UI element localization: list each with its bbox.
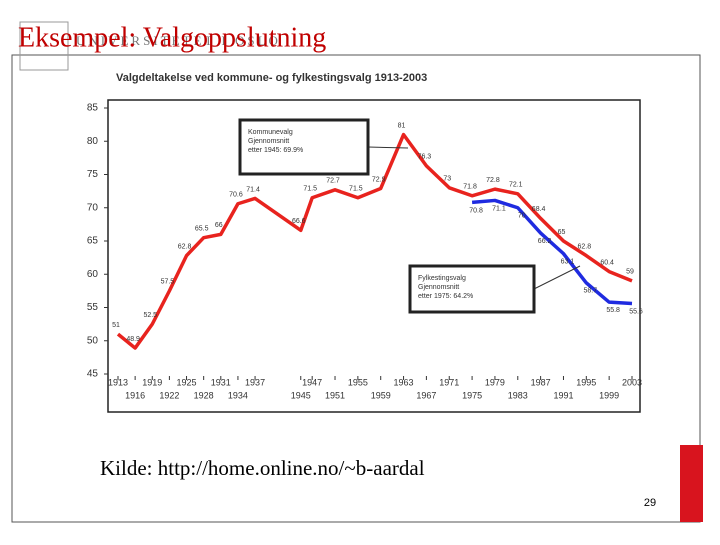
source: Kilde: http://home.online.no/~b-aardal xyxy=(100,456,425,480)
y-tick-label: 50 xyxy=(87,335,99,346)
annotation-leader xyxy=(533,265,581,290)
chart: 45 50 55 60 65 70 75 80 85 1913 1916 1919 1922 1925 19… xyxy=(87,103,643,401)
x-tick-label: 1999 xyxy=(599,390,619,400)
data-label: 62.8 xyxy=(178,243,192,250)
x-tick-label: 1945 xyxy=(291,390,311,400)
x-tick-label: 1963 xyxy=(394,377,414,387)
annotation-leader xyxy=(367,146,409,149)
x-tick-label: 1967 xyxy=(416,390,436,400)
x-tick-label: 1951 xyxy=(325,390,345,400)
data-label: 72.9 xyxy=(372,176,386,183)
data-label: 65 xyxy=(558,229,566,236)
data-label: 48.9 xyxy=(126,336,140,343)
x-tick-label: 1991 xyxy=(553,390,573,400)
x-tick-label: 1928 xyxy=(194,390,214,400)
data-label: 68.4 xyxy=(532,206,546,213)
x-tick-label: 1947 xyxy=(302,377,322,387)
x-tick-label: 1913 xyxy=(108,377,128,387)
y-tick-label: 85 xyxy=(87,103,99,114)
series-line xyxy=(471,198,633,306)
data-label: 63.1 xyxy=(561,258,575,265)
y-tick-label: 75 xyxy=(87,169,99,180)
data-label: 72.7 xyxy=(326,178,340,185)
data-label: 71.4 xyxy=(246,186,260,193)
x-tick-label: 1975 xyxy=(462,390,482,400)
y-tick-label: 55 xyxy=(87,302,99,313)
x-tick-label: 1971 xyxy=(439,377,459,387)
x-tick-label: 1987 xyxy=(531,377,551,387)
data-label: 81 xyxy=(398,122,406,129)
data-label: 57.5 xyxy=(161,279,175,286)
data-label: 71.1 xyxy=(492,205,506,212)
x-tick-label: 1959 xyxy=(371,390,391,400)
annotation-text: etter 1975: 64.2% xyxy=(418,293,473,300)
accent-bar xyxy=(680,445,703,522)
x-tick-label: 1931 xyxy=(211,377,231,387)
annotation-text: etter 1945: 69.9% xyxy=(248,147,303,154)
y-tick-label: 80 xyxy=(87,136,99,147)
data-label: 70 xyxy=(518,213,526,220)
data-label: 51 xyxy=(112,322,120,329)
x-tick-label: 2003 xyxy=(622,377,642,387)
x-tick-label: 1925 xyxy=(177,377,197,387)
x-tick-label: 1955 xyxy=(348,377,368,387)
annotation-box xyxy=(238,118,370,176)
plot-frame xyxy=(107,99,641,413)
logo-text: UNIVERSITETET I OSLO xyxy=(76,33,281,48)
x-tick-label: 1934 xyxy=(228,390,248,400)
data-label: 71.5 xyxy=(303,186,317,193)
data-label: 62.8 xyxy=(577,243,591,250)
data-label: 66.6 xyxy=(292,218,306,225)
y-tick-label: 60 xyxy=(87,269,99,280)
data-label: 72.1 xyxy=(509,182,523,189)
data-label: 66 xyxy=(215,222,223,229)
y-tick-label: 45 xyxy=(87,369,99,380)
data-label: 66.2 xyxy=(538,238,552,245)
annotation-text: Gjennomsnitt xyxy=(418,284,459,291)
annotation-text: Kommunevalg xyxy=(248,129,293,136)
annotation-box xyxy=(408,264,536,314)
data-label: 71.5 xyxy=(349,186,363,193)
data-label: 55.8 xyxy=(606,307,620,314)
y-tick-label: 70 xyxy=(87,202,99,213)
chart-title: Valgdeltakelse ved kommune- og fylkestin… xyxy=(116,72,427,84)
page-number: 29 xyxy=(644,497,656,509)
x-tick-label: 1995 xyxy=(576,377,596,387)
data-label: 70.6 xyxy=(229,192,243,199)
x-tick-label: 1983 xyxy=(508,390,528,400)
x-tick-label: 1979 xyxy=(485,377,505,387)
data-label: 55.6 xyxy=(629,308,643,315)
data-label: 65.5 xyxy=(195,226,209,233)
logo-seal xyxy=(19,21,69,71)
series-line xyxy=(116,132,633,350)
y-tick-label: 65 xyxy=(87,236,99,247)
data-label: 73 xyxy=(443,176,451,183)
data-label: 70.8 xyxy=(469,207,483,214)
data-label: 60.4 xyxy=(600,259,614,266)
data-label: 76.3 xyxy=(418,154,432,161)
data-label: 71.8 xyxy=(463,184,477,191)
slide-title: Eksempel: Valgoppslutning xyxy=(18,22,326,53)
x-tick-label: 1916 xyxy=(125,390,145,400)
x-tick-label: 1919 xyxy=(142,377,162,387)
x-tick-label: 1937 xyxy=(245,377,265,387)
data-label: 58.7 xyxy=(583,288,597,295)
data-label: 59 xyxy=(626,269,634,276)
slide-frame xyxy=(11,54,701,523)
annotation-text: Fylkestingsvalg xyxy=(418,275,466,282)
annotation-text: Gjennomsnitt xyxy=(248,138,289,145)
data-label: 72.8 xyxy=(486,177,500,184)
x-tick-label: 1922 xyxy=(159,390,179,400)
data-label: 52.5 xyxy=(143,312,157,319)
